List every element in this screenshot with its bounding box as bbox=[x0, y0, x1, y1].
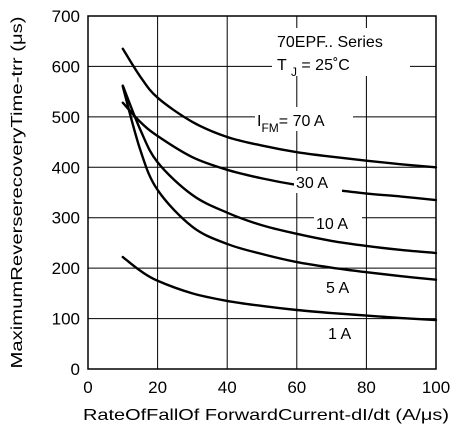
curve-10a bbox=[121, 84, 438, 255]
series-label-background bbox=[324, 276, 360, 298]
series-label-text: 5 A bbox=[326, 280, 349, 297]
series-label-main: 10 A bbox=[316, 216, 348, 233]
curve-1a bbox=[121, 255, 438, 322]
series-label-background bbox=[294, 171, 342, 193]
tj-symbol: T bbox=[277, 57, 287, 74]
y-tick-label: 200 bbox=[52, 259, 80, 278]
series-label-1a: 1 A bbox=[326, 322, 362, 344]
series-label-tail: = 70 A bbox=[279, 113, 325, 130]
series-label-10a: 10 A bbox=[314, 212, 362, 234]
x-axis-label: RateOfFallOf ForwardCurrent-dI/dt (A/μs) bbox=[83, 407, 449, 424]
curve-5a bbox=[121, 85, 438, 281]
y-axis-label: MaximumReverserecoveryTime-trr (μs) bbox=[9, 17, 26, 369]
y-tick-label: 400 bbox=[52, 158, 80, 177]
annotation-background bbox=[272, 28, 410, 76]
y-grid-lines bbox=[88, 65, 436, 320]
series-label-main: I bbox=[257, 113, 261, 130]
series-label-background bbox=[255, 107, 353, 131]
y-tick-label: 100 bbox=[52, 310, 80, 329]
series-label-text: 10 A bbox=[316, 216, 348, 233]
annotation-junction-temperature: T J = 25˚C bbox=[277, 57, 350, 80]
annotation-series-name: 70EPF.. Series bbox=[277, 34, 383, 51]
y-tick-label: 0 bbox=[71, 360, 80, 379]
tj-value: = 25˚C bbox=[301, 57, 349, 74]
series-label-70a: IFM= 70 A bbox=[255, 107, 353, 135]
series-label-background bbox=[326, 322, 362, 344]
tj-subscript: J bbox=[291, 65, 297, 79]
series-label-text: 1 A bbox=[328, 326, 351, 343]
x-tick-labels: 0 20 40 60 80 100 bbox=[83, 378, 450, 397]
x-tick-label: 0 bbox=[83, 378, 92, 397]
series-curves bbox=[121, 47, 438, 322]
x-tick-label: 20 bbox=[148, 378, 167, 397]
series-label-main: 30 A bbox=[296, 175, 328, 192]
y-tick-labels: 0 100 200 300 400 500 600 700 bbox=[52, 7, 80, 379]
x-tick-label: 60 bbox=[287, 378, 306, 397]
y-tick-label: 300 bbox=[52, 209, 80, 228]
y-tick-label: 700 bbox=[52, 7, 80, 26]
plot-frame bbox=[87, 15, 437, 370]
series-label-5a: 5 A bbox=[324, 276, 360, 298]
series-label-main: 5 A bbox=[326, 280, 349, 297]
y-tick-label: 600 bbox=[52, 57, 80, 76]
series-label-text: 30 A bbox=[296, 175, 328, 192]
x-tick-label: 80 bbox=[357, 378, 376, 397]
x-tick-label: 40 bbox=[218, 378, 237, 397]
series-label-subscript: FM bbox=[261, 121, 278, 135]
series-label-background bbox=[314, 212, 362, 234]
x-tick-label: 100 bbox=[422, 378, 450, 397]
curve-70a bbox=[121, 47, 438, 169]
series-label-30a: 30 A bbox=[294, 171, 342, 193]
y-tick-label: 500 bbox=[52, 108, 80, 127]
series-label-text: IFM= 70 A bbox=[257, 113, 325, 135]
annotation-box: 70EPF.. Series T J = 25˚C bbox=[272, 28, 410, 80]
curve-30a bbox=[121, 101, 438, 202]
series-labels: IFM= 70 A 30 A 10 A 5 A 1 A bbox=[255, 107, 362, 344]
series-label-main: 1 A bbox=[328, 326, 351, 343]
